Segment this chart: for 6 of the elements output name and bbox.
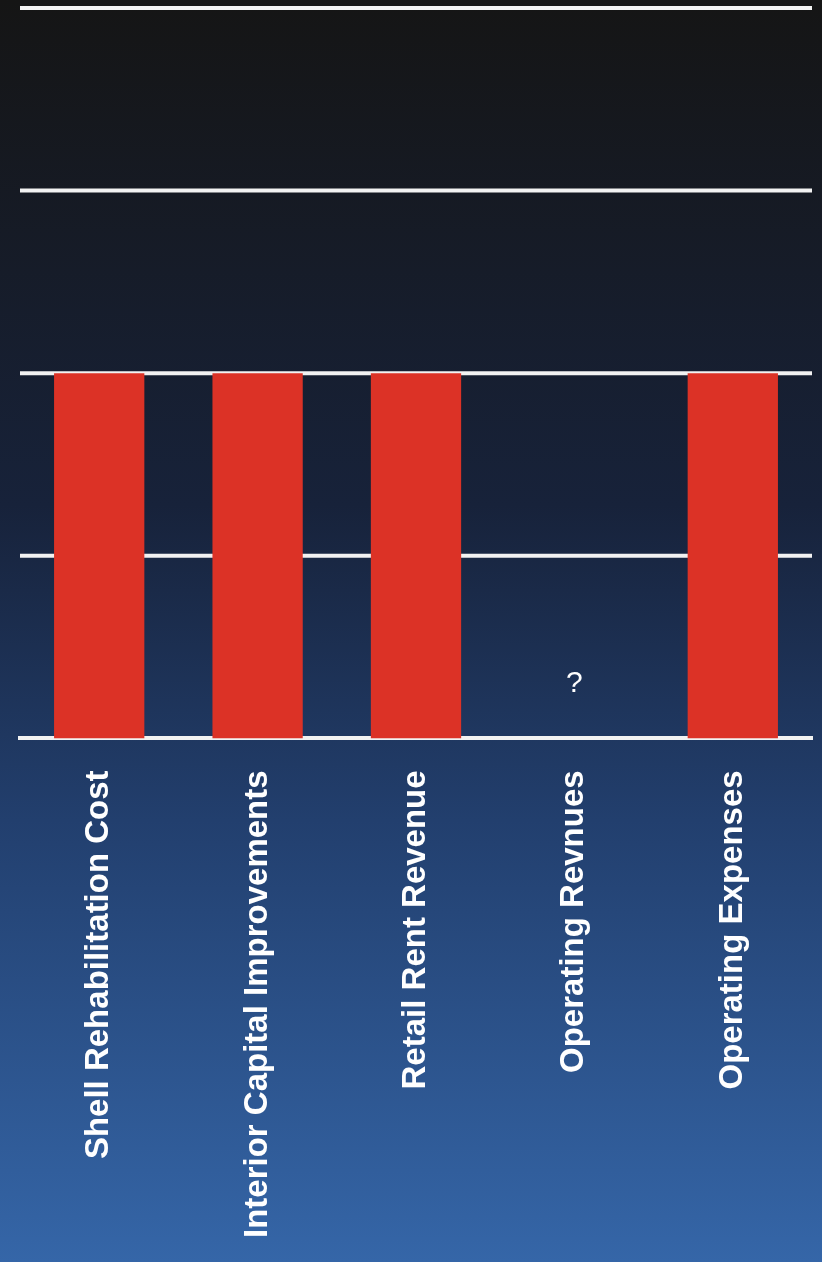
- x-tick-label: Operating Revnues: [553, 770, 591, 1073]
- annotation: ?: [566, 664, 583, 698]
- x-tick-label: Retail Rent Revenue: [395, 770, 433, 1090]
- x-tick-label: Operating Expenses: [711, 770, 749, 1090]
- x-tick-label: Interior Capital Improvements: [236, 770, 274, 1238]
- x-tick-label: Shell Rehabilitation Cost: [78, 770, 116, 1160]
